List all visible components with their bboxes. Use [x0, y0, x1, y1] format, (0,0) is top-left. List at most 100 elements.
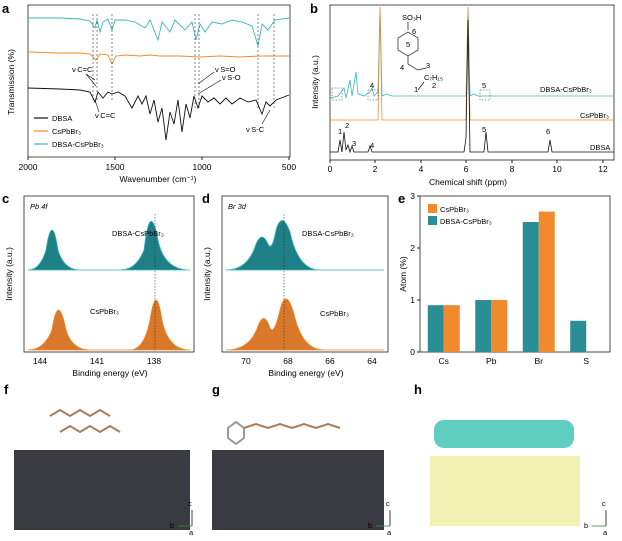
nmr-xlabel: Chemical shift (ppm) [429, 177, 507, 187]
nmr-peak-label: 6 [546, 127, 550, 136]
panel-letter-d: d [202, 191, 210, 206]
structure-f: f c b a [4, 382, 194, 537]
structure-h: h c b a [414, 382, 608, 537]
bar-legend-label: DBSA-CsPbBr₃ [440, 217, 492, 226]
ftir-annot-sc: ν S-C [246, 125, 265, 134]
axis-label: b [170, 521, 174, 530]
nmr-trace-label: DBSA-CsPbBr₃ [540, 85, 592, 94]
panel-e: e Atom (%) Cs Pb Br S CsPbBr₃ DBSA-CsPbBr₃ … [396, 190, 622, 380]
axis-label: c [386, 499, 390, 508]
ftir-legend-label: DBSA [52, 114, 72, 123]
xps-br-xtick: 70 [241, 356, 251, 366]
bar-category-label: S [583, 356, 589, 366]
bar-ylabel: Atom (%) [398, 256, 408, 292]
axis-label: b [584, 521, 588, 530]
panel-letter-e: e [398, 191, 405, 206]
nmr-peak-label: 4 [370, 141, 374, 150]
ftir-xtick: 1500 [106, 162, 125, 172]
ftir-annotations: ν C=C ν C=C ν S=O ν S-O ν S-C [72, 65, 271, 134]
molecule-label: 5 [406, 40, 410, 49]
bar-br-dbsa-cspbbr3 [522, 222, 539, 352]
ftir-annot-s-o: ν S-O [222, 73, 241, 82]
xps-br-title: Br 3d [228, 202, 247, 211]
ftir-ylabel: Transmission (%) [6, 49, 16, 115]
dbsa-molecule-diagram: SO₃H 6 5 4 3 C₇H₁₅ 1 2 [397, 13, 443, 94]
bar-ytick: 0 [410, 347, 415, 357]
perovskite-slab [14, 450, 190, 530]
bar-ytick: 2 [410, 243, 415, 253]
ftir-frame [27, 4, 291, 158]
axes-indicator: c b a [170, 499, 194, 537]
atom-bar-chart: e Atom (%) Cs Pb Br S CsPbBr₃ DBSA-CsPbBr₃ … [398, 191, 611, 366]
bar-br-cspbbr3 [538, 211, 555, 352]
ftir-annot-so: ν S=O [215, 65, 236, 74]
nmr-trace-dbsa-cspbbr3 [329, 6, 614, 99]
xps-br-frame [221, 195, 389, 353]
nmr-xtick: 12 [598, 164, 608, 174]
xps-pb-trace-label: CsPbBr₃ [90, 307, 119, 316]
panel-c: c Pb 4f Intensity (a.u.) DBSA-CsPbBr₃ Cs… [0, 190, 200, 380]
nmr-peak-label: 4 [370, 81, 374, 90]
panel-g: g c b a [208, 380, 408, 537]
nmr-zoom-box [479, 89, 491, 101]
panel-letter-a: a [2, 1, 10, 16]
molecule-label: 1 [414, 85, 418, 94]
nmr-xtick: 6 [464, 164, 469, 174]
structure-g: g c b a [212, 382, 392, 537]
molecule-label: SO₃H [402, 13, 421, 22]
panel-letter-g: g [212, 382, 220, 397]
bar-category-label: Br [535, 356, 544, 366]
nmr-zoom-box [331, 87, 343, 101]
panel-b: b Intensity (a.u.) 0 2 4 6 8 10 12 Chemi… [308, 0, 622, 190]
axis-label: a [603, 528, 608, 537]
xps-pb-ylabel: Intensity (a.u.) [4, 247, 14, 301]
panel-d: d Br 3d Intensity (a.u.) DBSA-CsPbBr₃ Cs… [200, 190, 396, 380]
molecule-label: 3 [426, 61, 430, 70]
molecule-label: 6 [412, 27, 416, 36]
ftir-legend: DBSA CsPbBr₃ DBSA-CsPbBr₃ [34, 114, 104, 149]
axis-label: c [602, 499, 606, 508]
xps-br-xtick: 66 [325, 356, 335, 366]
xps-br-xticks: 70 68 66 64 [241, 356, 377, 366]
xps-pb-peak-cspbbr3 [27, 299, 191, 351]
panel-h: h c b a [410, 380, 622, 537]
ftir-annot-cc1: ν C=C [72, 65, 93, 74]
molecule-label: 4 [400, 63, 404, 72]
charge-density-slab [430, 456, 580, 526]
bar-legend: CsPbBr₃ DBSA-CsPbBr₃ [428, 204, 492, 226]
bar-s-dbsa-cspbbr3 [570, 320, 587, 352]
nmr-trace-label: CsPbBr₃ [580, 111, 609, 120]
panel-letter-c: c [2, 191, 9, 206]
ftir-trace-dbsa [27, 87, 290, 141]
panel-f: f c b a [0, 380, 208, 537]
nmr-trace-label: DBSA [590, 143, 610, 152]
axis-label: c [188, 499, 192, 508]
nmr-peak-label: 2 [345, 121, 349, 130]
xps-br-trace-label: DBSA-CsPbBr₃ [302, 229, 354, 238]
xps-pb-peak-dbsa [27, 220, 191, 271]
xps-pb-trace-label: DBSA-CsPbBr₃ [112, 229, 164, 238]
xps-pb-title: Pb 4f [30, 202, 48, 211]
xps-br-trace-label: CsPbBr₃ [320, 309, 349, 318]
nmr-xtick: 8 [510, 164, 515, 174]
molecule-chain [227, 420, 341, 446]
legend-swatch [428, 216, 437, 225]
charge-density-top [434, 420, 574, 448]
xps-pb-xlabel: Binding energy (eV) [72, 368, 147, 378]
ftir-legend-label: DBSA-CsPbBr₃ [52, 140, 104, 149]
ftir-trace-cspbbr3 [27, 51, 289, 66]
panel-a: a Transmission (%) 2000 1500 1000 500 Wa… [0, 0, 305, 185]
xps-br-xtick: 68 [283, 356, 293, 366]
nmr-peak-label: 5 [482, 81, 486, 90]
bar-pb-dbsa-cspbbr3 [475, 300, 492, 352]
nmr-xticks: 0 2 4 6 8 10 12 [328, 160, 608, 174]
xps-br-peak-cspbbr3 [225, 298, 384, 351]
xps-pb4f-chart: c Pb 4f Intensity (a.u.) DBSA-CsPbBr₃ Cs… [2, 191, 195, 378]
xps-pb-xtick: 138 [147, 356, 161, 366]
nmr-chart: b Intensity (a.u.) 0 2 4 6 8 10 12 Chemi… [310, 1, 615, 187]
ftir-xtick: 2000 [19, 162, 38, 172]
axis-label: a [189, 528, 194, 537]
nmr-peak-label: 1 [338, 127, 342, 136]
axis-label: a [387, 528, 392, 537]
nmr-trace-cspbbr3 [330, 6, 614, 121]
